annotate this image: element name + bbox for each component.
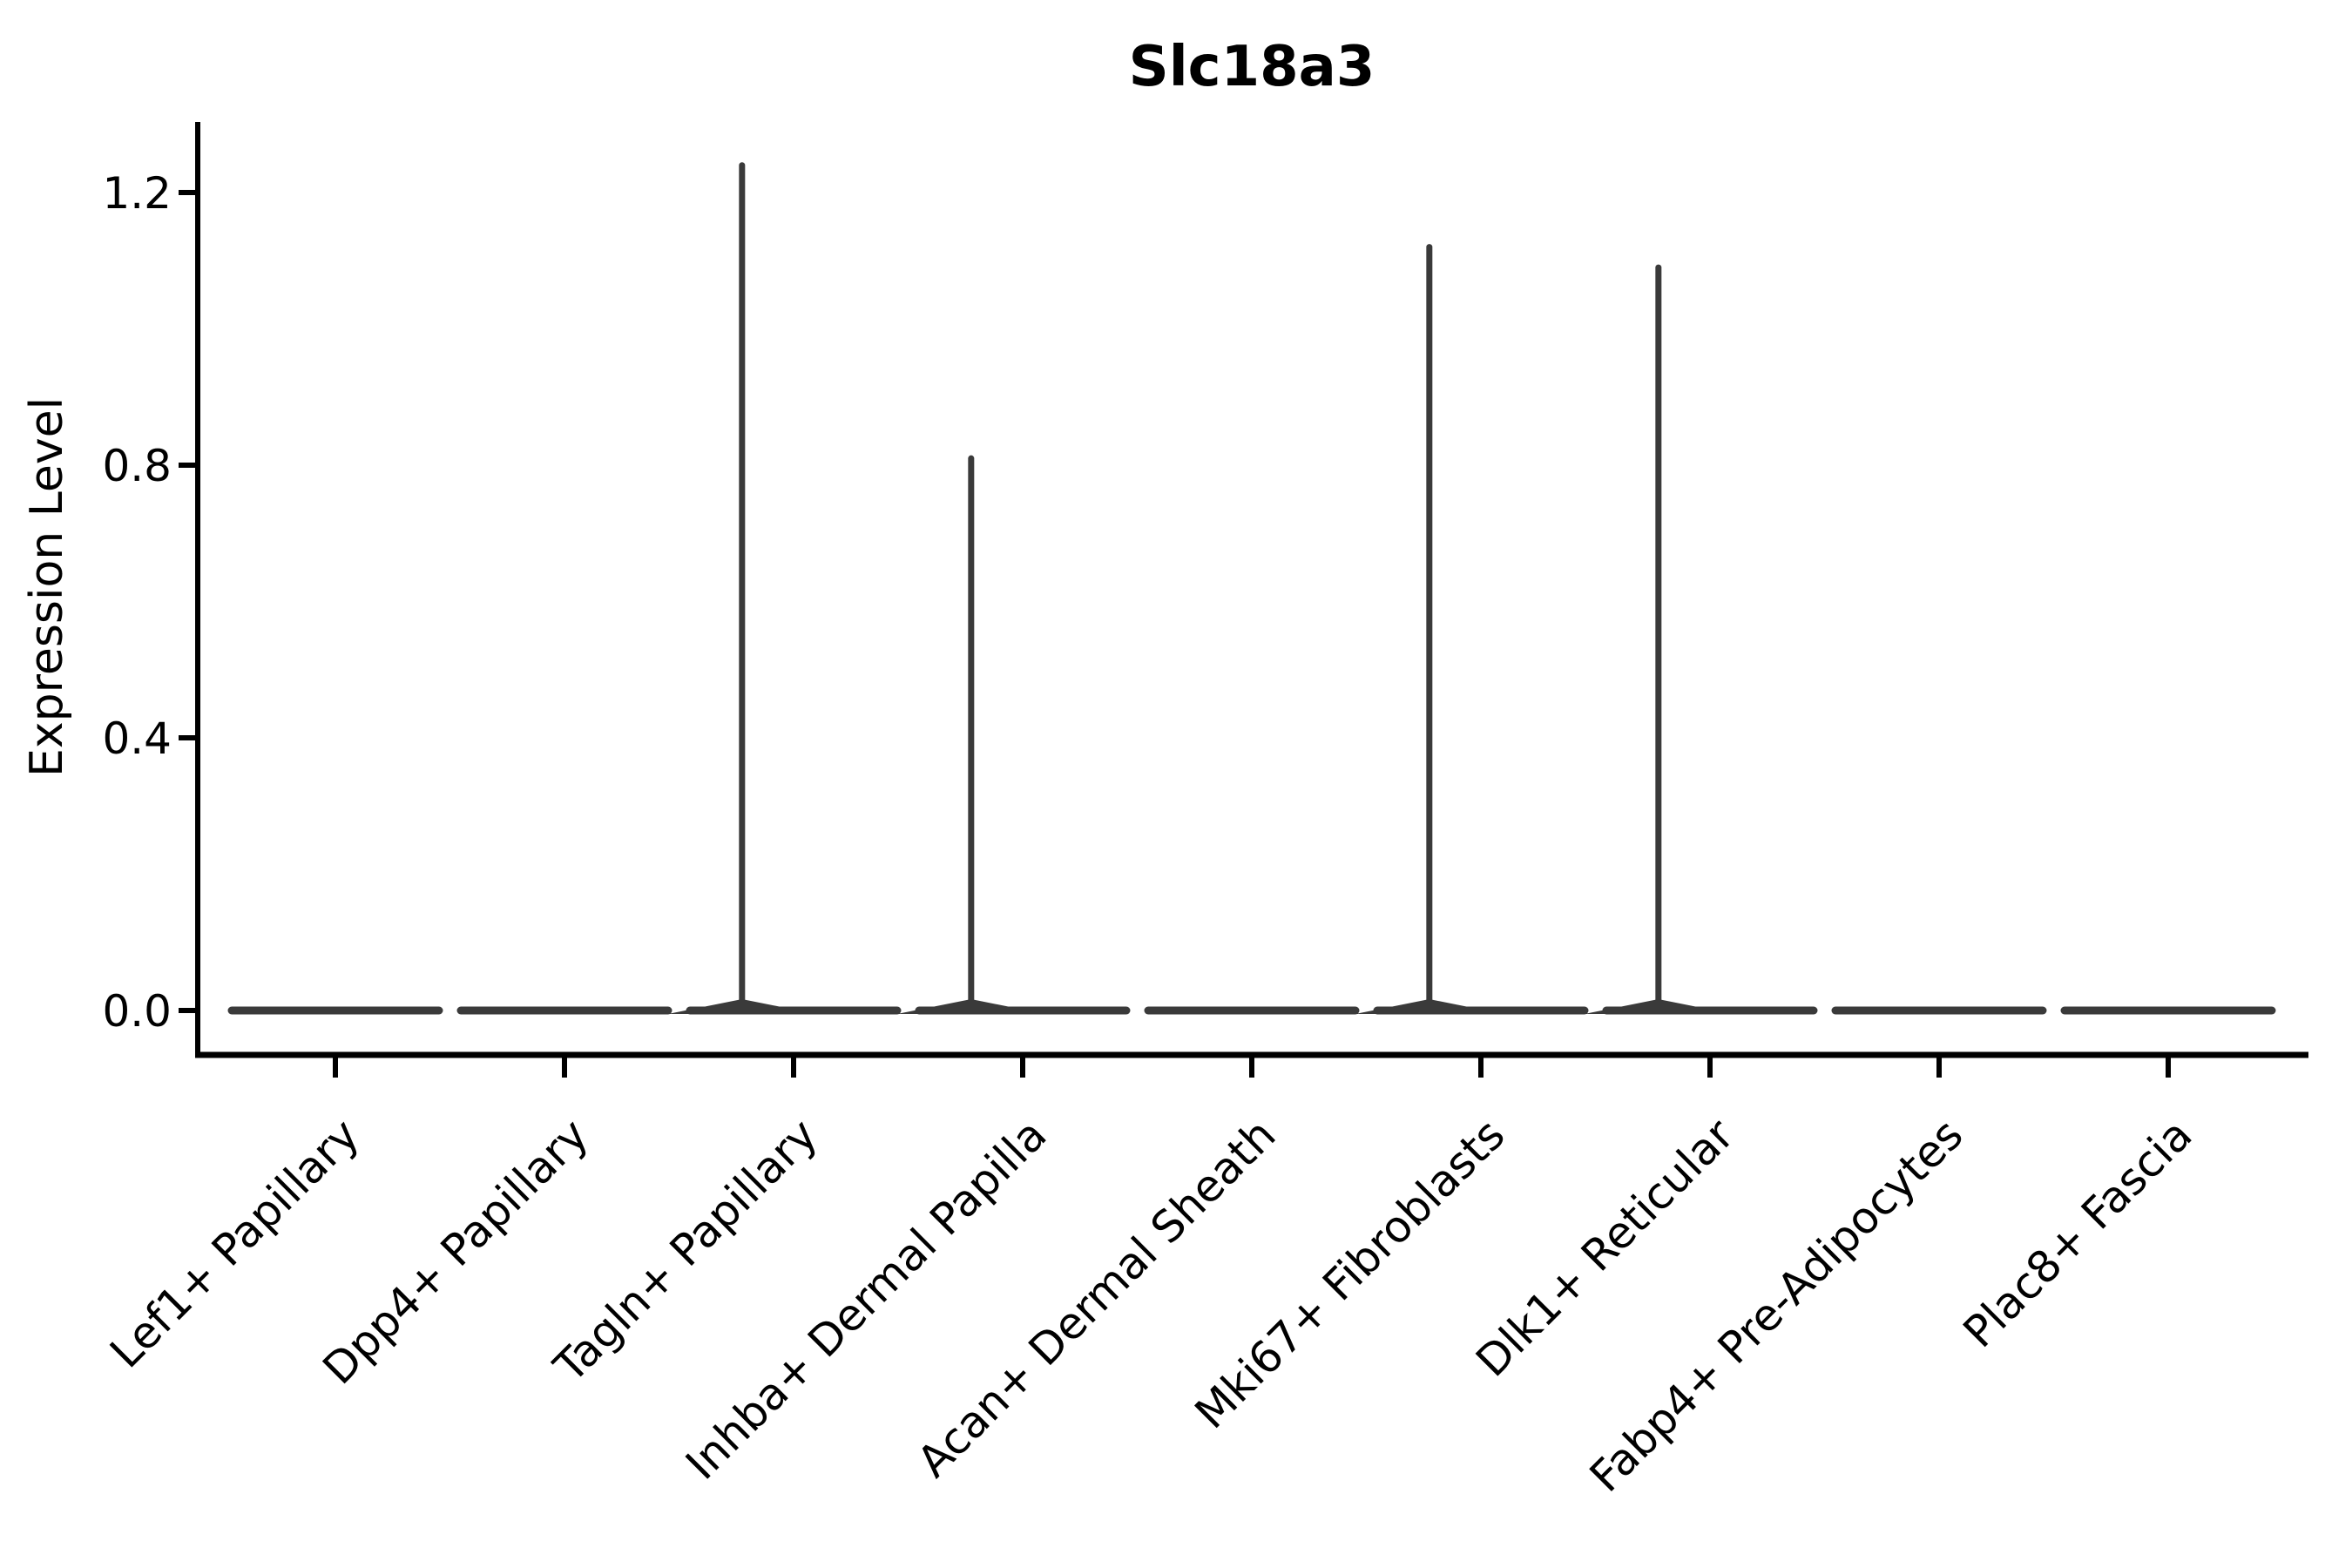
chart-title: Slc18a3 — [1129, 35, 1375, 99]
violin — [896, 455, 1131, 1015]
y-tick-label: 0.4 — [102, 713, 172, 764]
x-tick-label: Plac8+ Fascia — [1954, 1109, 2202, 1357]
y-tick-label: 1.2 — [102, 168, 172, 219]
violins — [227, 162, 2276, 1015]
x-tick-label: Lef1+ Papillary — [100, 1109, 368, 1377]
y-tick-label: 0.8 — [102, 441, 172, 491]
y-axis-label: Expression Level — [21, 397, 73, 777]
violin — [1584, 264, 1818, 1015]
x-tick-label: Fabp4+ Pre-Adipocytes — [1580, 1109, 1973, 1502]
violin — [667, 162, 902, 1015]
axes — [195, 122, 2308, 1058]
y-tick-label: 0.0 — [102, 986, 172, 1037]
violin — [1355, 244, 1589, 1015]
y-axis-ticks: 0.0 0.4 0.8 1.2 — [102, 168, 198, 1037]
